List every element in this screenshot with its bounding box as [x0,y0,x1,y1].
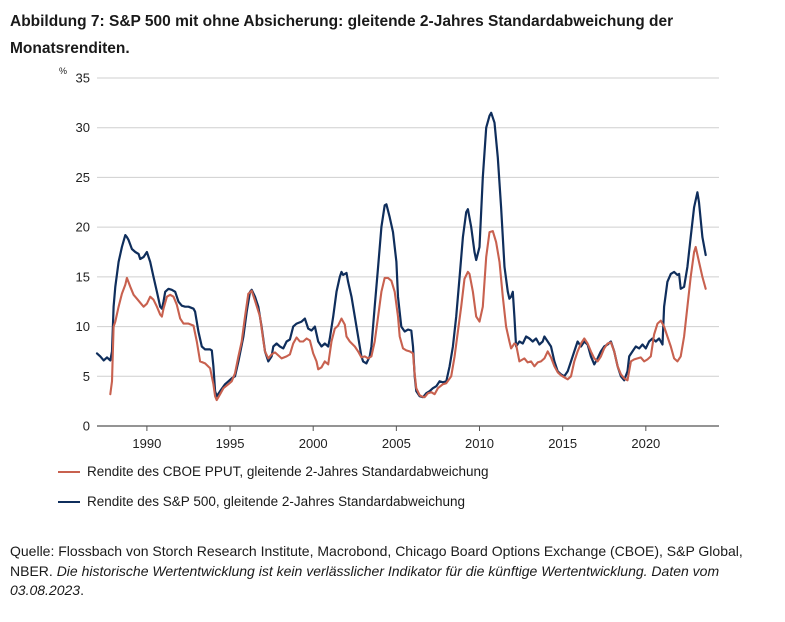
chart-title: Abbildung 7: S&P 500 mit ohne Absicherun… [10,13,674,57]
legend-item-pput: Rendite des CBOE PPUT, gleitende 2-Jahre… [58,464,489,479]
y-tick-label-10: 10 [76,319,90,334]
series-lines [95,111,707,402]
x-tick-label-1990: 1990 [132,436,161,451]
gridlines [97,77,719,427]
source-note: Quelle: Flossbach von Storch Research In… [10,542,770,601]
series-line-pput [109,230,707,402]
source-suffix: . [80,582,84,598]
y-tick-label-0: 0 [83,419,90,434]
y-axis-unit-label: % [59,66,67,76]
x-tick-label-2010: 2010 [465,436,494,451]
legend-swatch-pput [58,470,80,473]
y-tick-label-5: 5 [83,369,90,384]
x-tick-label-2005: 2005 [382,436,411,451]
line-chart: 0 5 10 15 20 25 30 35 1990 1995 2000 2005 2010 2015 2… [59,66,719,451]
x-tick-label-2020: 2020 [631,436,660,451]
x-tick-label-1995: 1995 [216,436,245,451]
x-tick-label-2000: 2000 [299,436,328,451]
x-axis-labels: 1990 1995 2000 2005 2010 2015 2020 [132,436,660,451]
y-tick-label-15: 15 [76,269,90,284]
series-line-sp500 [95,111,707,399]
legend-item-sp500: Rendite des S&P 500, gleitende 2-Jahres … [58,494,465,509]
x-tick-label-2015: 2015 [548,436,577,451]
y-axis-labels: 0 5 10 15 20 25 30 35 [76,71,90,434]
disclaimer-text: Die historische Wertentwicklung ist kein… [10,562,720,599]
legend-label-pput: Rendite des CBOE PPUT, gleitende 2-Jahre… [87,464,489,479]
legend-swatch-sp500 [58,500,80,503]
source-text: Quelle: Flossbach von Storch Research In… [10,543,743,579]
x-axis-ticks [146,426,647,431]
y-tick-label-30: 30 [76,120,90,135]
y-tick-label-25: 25 [76,170,90,185]
y-tick-label-35: 35 [76,71,90,86]
legend-label-sp500: Rendite des S&P 500, gleitende 2-Jahres … [87,494,466,509]
y-tick-label-20: 20 [76,220,90,235]
